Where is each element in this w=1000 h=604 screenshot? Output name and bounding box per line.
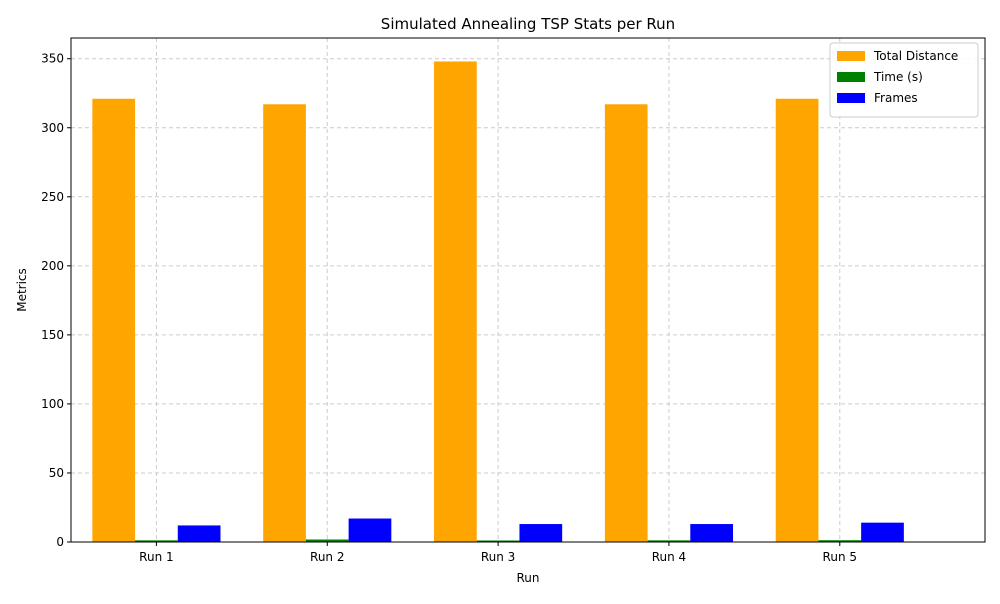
y-tick-label: 0	[56, 535, 64, 549]
bars	[92, 61, 904, 543]
plot-frame	[70, 37, 986, 543]
y-tick-label: 350	[41, 52, 64, 66]
x-tick-label: Run 5	[823, 550, 857, 564]
y-tick-label: 200	[41, 259, 64, 273]
y-tick-label: 50	[49, 466, 64, 480]
legend-box	[829, 42, 979, 118]
bar-frames-run-5	[861, 522, 904, 542]
x-tick-label: Run 3	[481, 550, 515, 564]
bar-frames-run-3	[519, 524, 563, 542]
bar-time-s-run-4	[647, 540, 691, 542]
legend-label-time-s: Time (s)	[873, 70, 923, 84]
bar-frames-run-2	[348, 518, 392, 542]
legend-label-total-distance: Total Distance	[873, 49, 958, 63]
bar-time-s-run-1	[135, 540, 178, 542]
bar-total-distance-run-1	[92, 98, 136, 542]
y-tick-label: 150	[41, 328, 64, 342]
y-tick-label: 300	[41, 121, 64, 135]
bar-time-s-run-2	[305, 539, 349, 542]
bar-total-distance-run-2	[263, 104, 306, 542]
y-axis-ticks: 0 50 100 150 200 250 300 350	[41, 52, 71, 549]
legend-swatch-frames	[837, 93, 865, 103]
bar-total-distance-run-4	[604, 104, 648, 542]
bar-total-distance-run-5	[775, 98, 819, 542]
chart-title: Simulated Annealing TSP Stats per Run	[381, 15, 675, 33]
bar-time-s-run-3	[476, 540, 520, 542]
bar-total-distance-run-3	[434, 61, 477, 543]
bar-frames-run-4	[690, 524, 734, 542]
x-tick-label: Run 1	[139, 550, 173, 564]
legend-label-frames: Frames	[874, 91, 918, 105]
legend-swatch-total-distance	[837, 51, 865, 61]
bar-frames-run-1	[177, 525, 221, 542]
x-axis-label: Run	[516, 571, 539, 585]
legend: Total Distance Time (s) Frames	[829, 42, 979, 118]
y-axis-label: Metrics	[15, 268, 29, 312]
y-tick-label: 100	[41, 397, 64, 411]
x-tick-label: Run 2	[310, 550, 344, 564]
y-tick-label: 250	[41, 190, 64, 204]
x-axis-ticks: Run 1 Run 2 Run 3 Run 4 Run 5	[139, 542, 857, 564]
legend-swatch-time-s	[837, 72, 865, 82]
x-tick-label: Run 4	[652, 550, 686, 564]
bar-time-s-run-5	[818, 540, 862, 542]
